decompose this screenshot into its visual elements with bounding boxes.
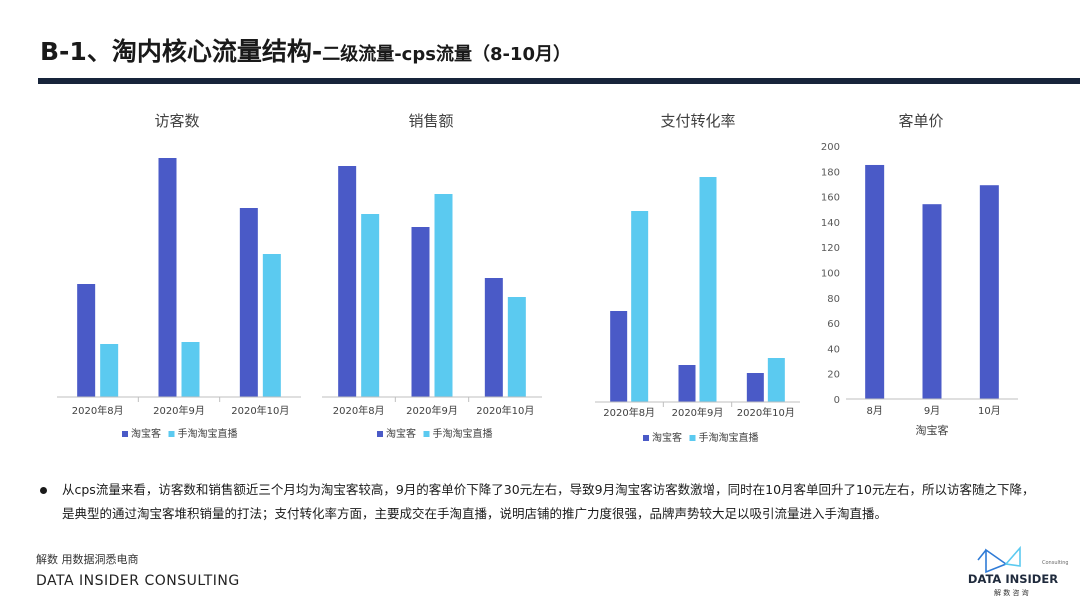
y-tick-label: 140 bbox=[821, 218, 840, 229]
bar-series-b bbox=[262, 254, 281, 397]
x-tick-label: 2020年10月 bbox=[476, 404, 534, 417]
legend-label: 手淘淘宝直播 bbox=[699, 431, 759, 444]
bullet-icon bbox=[40, 487, 47, 494]
legend-swatch bbox=[122, 431, 128, 437]
bar-series-a bbox=[239, 208, 258, 397]
chart-title: 销售额 bbox=[408, 112, 453, 130]
x-tick-label: 2020年8月 bbox=[603, 406, 655, 419]
footer-company: DATA INSIDER CONSULTING bbox=[36, 573, 240, 589]
y-tick-label: 120 bbox=[821, 243, 840, 254]
x-tick-label: 10月 bbox=[978, 405, 1001, 417]
legend-swatch bbox=[377, 431, 383, 437]
bar-series-b bbox=[507, 297, 526, 397]
bar-series-b bbox=[434, 194, 453, 397]
legend-swatch bbox=[168, 431, 175, 437]
y-tick-label: 100 bbox=[821, 269, 840, 280]
y-tick-label: 80 bbox=[827, 294, 840, 305]
legend-swatch bbox=[689, 435, 696, 441]
bar-series-a bbox=[922, 204, 942, 399]
bar-series-b bbox=[699, 177, 717, 402]
bar-series-a bbox=[411, 227, 430, 397]
bar-series-b bbox=[100, 344, 119, 397]
x-axis-title: 淘宝客 bbox=[916, 423, 949, 437]
x-tick-label: 2020年9月 bbox=[672, 406, 724, 419]
bar-series-a bbox=[610, 311, 628, 402]
page-title-main: B-1、淘内核心流量结构- bbox=[40, 37, 323, 66]
bar-series-a bbox=[746, 373, 764, 402]
bar-series-a bbox=[865, 164, 885, 399]
x-tick-label: 2020年8月 bbox=[72, 404, 124, 417]
logo-name-en: DATA INSIDER bbox=[968, 572, 1058, 586]
x-tick-label: 8月 bbox=[866, 405, 882, 417]
legend-swatch bbox=[423, 431, 430, 437]
bar-series-b bbox=[361, 214, 380, 397]
x-tick-label: 2020年10月 bbox=[737, 406, 795, 419]
x-tick-label: 2020年8月 bbox=[333, 404, 385, 417]
x-tick-label: 2020年9月 bbox=[406, 404, 458, 417]
bar-series-b bbox=[631, 211, 649, 402]
logo-mark-icon bbox=[977, 545, 1021, 574]
chart-title: 访客数 bbox=[154, 112, 199, 130]
legend-label: 淘宝客 bbox=[652, 431, 682, 444]
legend-label: 淘宝客 bbox=[131, 427, 161, 440]
logo-small-text: Consulting bbox=[1042, 560, 1068, 566]
y-tick-label: 20 bbox=[827, 370, 840, 381]
y-tick-label: 40 bbox=[827, 344, 840, 355]
x-tick-label: 2020年10月 bbox=[231, 404, 289, 417]
bar-series-a bbox=[979, 185, 999, 399]
bar-series-a bbox=[77, 284, 96, 397]
y-tick-label: 180 bbox=[821, 167, 840, 178]
legend-label: 手淘淘宝直播 bbox=[433, 427, 493, 440]
chart-title: 客单价 bbox=[898, 112, 943, 130]
y-tick-label: 200 bbox=[821, 142, 840, 153]
bar-series-a bbox=[338, 166, 357, 397]
x-tick-label: 2020年9月 bbox=[153, 404, 205, 417]
data-insider-logo: Consulting DATA INSIDER 解 数 咨 询 bbox=[968, 545, 1068, 597]
summary-bullet: 从cps流量来看，访客数和销售额近三个月均为淘宝客较高，9月的客单价下降了30元… bbox=[40, 478, 1040, 526]
page-title: B-1、淘内核心流量结构-二级流量-cps流量（8-10月） bbox=[40, 36, 571, 71]
bar-series-a bbox=[484, 278, 503, 397]
chart-title: 支付转化率 bbox=[660, 112, 735, 130]
y-tick-label: 60 bbox=[827, 319, 840, 330]
page-title-sub: 二级流量-cps流量（8-10月） bbox=[322, 44, 571, 65]
y-tick-label: 160 bbox=[821, 193, 840, 204]
y-tick-label: 0 bbox=[834, 395, 840, 406]
legend-label: 手淘淘宝直播 bbox=[178, 427, 238, 440]
legend-swatch bbox=[643, 435, 649, 441]
bar-series-b bbox=[181, 342, 200, 397]
header-rule bbox=[38, 78, 1080, 84]
legend-label: 淘宝客 bbox=[386, 427, 416, 440]
bar-series-b bbox=[767, 358, 785, 402]
x-tick-label: 9月 bbox=[924, 405, 940, 417]
bar-series-a bbox=[678, 365, 696, 402]
footer-tagline: 解数 用数据洞悉电商 bbox=[36, 553, 139, 566]
bar-series-a bbox=[158, 158, 177, 397]
summary-text: 从cps流量来看，访客数和销售额近三个月均为淘宝客较高，9月的客单价下降了30元… bbox=[62, 482, 1035, 521]
logo-name-cn: 解 数 咨 询 bbox=[994, 588, 1029, 597]
